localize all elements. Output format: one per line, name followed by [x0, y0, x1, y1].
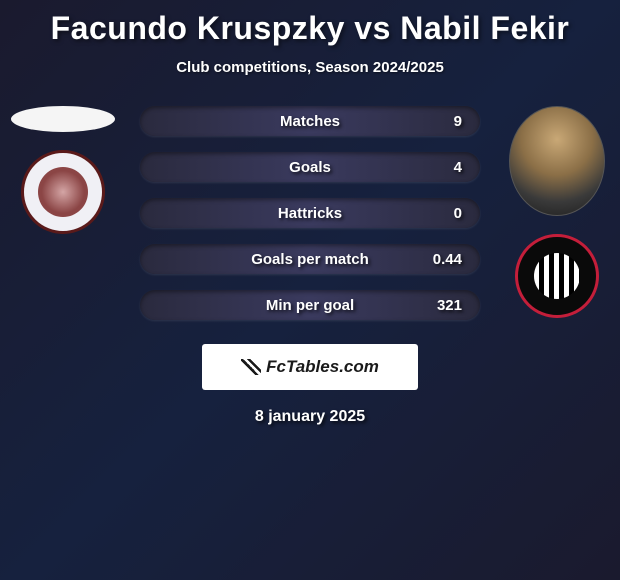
stat-label: Goals per match — [251, 251, 369, 268]
stat-row: Min per goal 321 — [140, 290, 480, 320]
right-player-column — [502, 106, 612, 318]
stat-label: Matches — [280, 113, 340, 130]
stat-value-right: 9 — [454, 113, 462, 130]
brand-chart-icon — [241, 359, 261, 375]
comparison-subtitle: Club competitions, Season 2024/2025 — [0, 59, 620, 76]
stat-label: Min per goal — [266, 297, 354, 314]
stat-row: Matches 9 — [140, 106, 480, 136]
stat-value-right: 0.44 — [433, 251, 462, 268]
stats-container: Matches 9 Goals 4 Hattricks 0 Goals per … — [140, 106, 480, 320]
right-player-photo — [509, 106, 605, 216]
brand-text: FcTables.com — [266, 357, 379, 377]
stat-row: Goals per match 0.44 — [140, 244, 480, 274]
right-club-logo — [515, 234, 599, 318]
stat-value-right: 321 — [437, 297, 462, 314]
left-player-column — [8, 106, 118, 234]
stat-value-right: 0 — [454, 205, 462, 222]
stat-row: Goals 4 — [140, 152, 480, 182]
left-club-logo — [21, 150, 105, 234]
comparison-date: 8 january 2025 — [0, 408, 620, 426]
stat-label: Goals — [289, 159, 331, 176]
stat-value-right: 4 — [454, 159, 462, 176]
stat-label: Hattricks — [278, 205, 342, 222]
brand-box: FcTables.com — [202, 344, 418, 390]
left-player-photo-placeholder — [11, 106, 115, 132]
stat-row: Hattricks 0 — [140, 198, 480, 228]
comparison-title: Facundo Kruspzky vs Nabil Fekir — [0, 0, 620, 47]
comparison-content: Matches 9 Goals 4 Hattricks 0 Goals per … — [0, 106, 620, 426]
